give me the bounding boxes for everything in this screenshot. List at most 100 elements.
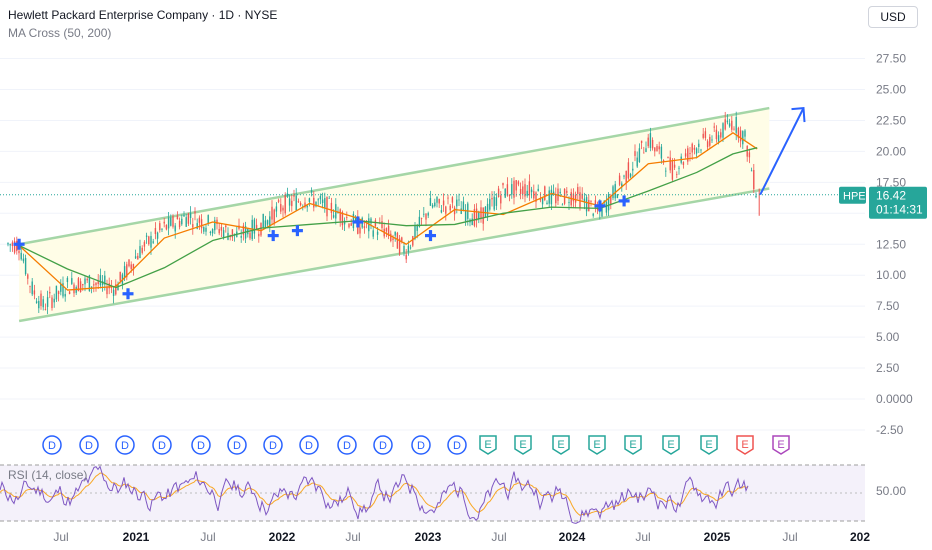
candle-body	[253, 219, 256, 234]
candle-body	[159, 223, 161, 231]
dividend-marker-icon[interactable]	[263, 435, 283, 455]
candle-body	[434, 202, 436, 207]
dividend-marker-icon[interactable]	[42, 435, 62, 455]
ma50-line[interactable]	[18, 132, 758, 291]
candle-body	[269, 216, 271, 227]
earnings-marker-icon[interactable]	[479, 435, 497, 455]
ma-cross-marker[interactable]	[13, 238, 25, 250]
candle-body	[566, 190, 568, 193]
ma200-line[interactable]	[18, 147, 758, 289]
dividend-marker-label: D	[233, 440, 241, 452]
candle-body	[240, 236, 242, 238]
candle-body	[260, 222, 262, 236]
candle-body	[295, 195, 297, 211]
currency-button[interactable]: USD	[868, 6, 918, 28]
candle-body	[326, 197, 328, 217]
candle-body	[38, 300, 40, 309]
ma-cross-marker[interactable]	[291, 225, 303, 237]
dividend-marker-icon[interactable]	[299, 435, 319, 455]
candle-body	[288, 198, 291, 206]
candle-body	[695, 148, 698, 154]
earnings-marker-icon[interactable]	[552, 435, 570, 455]
candle-body	[106, 286, 108, 295]
dividend-marker-icon[interactable]	[79, 435, 99, 455]
y-axis-label: 17.50	[876, 175, 906, 189]
candle-body	[372, 230, 374, 237]
y-axis-label: 22.50	[876, 113, 906, 127]
candle-body	[119, 271, 121, 281]
earnings-marker-label: E	[557, 439, 564, 451]
dividend-marker-icon[interactable]	[447, 435, 467, 455]
candle-body	[181, 218, 183, 225]
candle-body	[132, 264, 135, 271]
dividend-marker-icon[interactable]	[191, 435, 211, 455]
candle-body	[341, 212, 344, 226]
price-label: 16.42	[876, 189, 906, 203]
candle-body	[541, 197, 544, 205]
candle-body	[308, 198, 311, 202]
earnings-marker-icon[interactable]	[514, 435, 532, 455]
ma-cross-marker[interactable]	[352, 216, 364, 228]
candle-body	[497, 188, 500, 198]
x-axis-label: Jul	[200, 530, 215, 544]
candle-body	[392, 238, 394, 240]
x-axis-label: 2023	[415, 530, 442, 544]
candle-body	[225, 225, 227, 228]
dividend-marker-icon[interactable]	[115, 435, 135, 455]
candle-body	[689, 153, 691, 155]
ma-cross-marker[interactable]	[594, 200, 606, 212]
candle-body	[409, 247, 412, 249]
rsi-line[interactable]	[0, 465, 749, 524]
dividend-marker-icon[interactable]	[337, 435, 357, 455]
indicator-legend[interactable]: MA Cross (50, 200)	[8, 26, 112, 40]
earnings-marker-label: E	[519, 439, 526, 451]
dividend-marker-icon[interactable]	[373, 435, 393, 455]
rsi-ma-line[interactable]	[0, 472, 749, 516]
candle-body	[643, 152, 645, 154]
candle-body	[163, 221, 165, 224]
candle-body	[722, 123, 724, 138]
candle-body	[315, 201, 317, 207]
candle-body	[746, 146, 748, 157]
candle-body	[183, 214, 185, 217]
dividend-marker-label: D	[197, 440, 205, 452]
candle-body	[112, 289, 115, 296]
channel-lower-line[interactable]	[18, 187, 770, 323]
candle-body	[108, 283, 110, 289]
y-axis-label: 7.50	[876, 299, 900, 313]
candle-body	[310, 190, 313, 193]
candle-body	[123, 266, 126, 279]
ma-cross-marker[interactable]	[122, 288, 134, 300]
candle-body	[262, 213, 264, 228]
channel-upper-line[interactable]	[18, 106, 770, 246]
candle-body	[218, 229, 220, 234]
candle-body	[511, 184, 513, 195]
earnings-marker-icon[interactable]	[700, 435, 718, 455]
ma-cross-marker[interactable]	[425, 230, 436, 242]
dividend-marker-icon[interactable]	[152, 435, 172, 455]
earnings-marker-icon[interactable]	[588, 435, 606, 455]
candle-body	[359, 227, 361, 234]
ma-cross-marker[interactable]	[618, 195, 630, 207]
earnings-marker-icon[interactable]	[662, 435, 680, 455]
candle-body	[350, 223, 352, 226]
candle-body	[638, 148, 641, 163]
earnings-marker-icon[interactable]	[772, 435, 790, 455]
candle-body	[203, 227, 205, 232]
candle-body	[178, 221, 181, 228]
dividend-marker-icon[interactable]	[227, 435, 247, 455]
earnings-marker-icon[interactable]	[736, 435, 754, 455]
earnings-marker-icon[interactable]	[624, 435, 642, 455]
ma-cross-marker[interactable]	[267, 230, 279, 242]
dividend-marker-icon[interactable]	[411, 435, 431, 455]
projection-arrow[interactable]	[759, 107, 805, 196]
candle-body	[319, 196, 322, 200]
candle-body	[396, 232, 399, 249]
candle-body	[438, 198, 440, 204]
y-axis-label: 20.00	[876, 144, 906, 158]
candle-body	[187, 213, 190, 224]
candle-body	[605, 201, 608, 213]
candle-body	[550, 189, 553, 205]
candle-body	[398, 238, 401, 254]
